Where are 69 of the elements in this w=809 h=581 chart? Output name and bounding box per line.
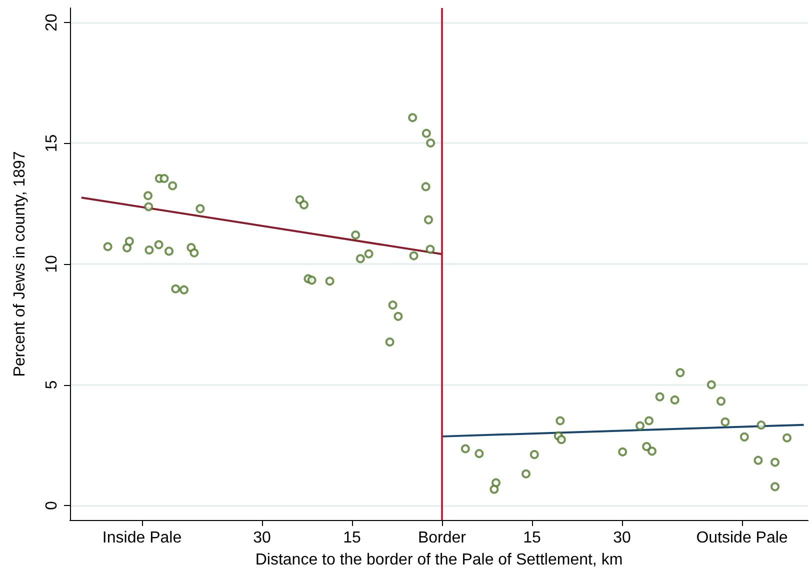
point <box>522 469 530 478</box>
point <box>618 447 628 456</box>
point <box>168 181 178 190</box>
point <box>351 230 360 240</box>
point <box>648 446 656 456</box>
point <box>474 449 484 458</box>
point <box>154 240 164 250</box>
point <box>492 478 500 488</box>
point <box>770 482 780 492</box>
point <box>706 380 716 390</box>
point <box>426 244 435 254</box>
point <box>364 249 374 258</box>
y-tick-label: 0 <box>44 500 60 510</box>
y-tick-label: 20 <box>44 13 60 32</box>
point <box>644 416 654 426</box>
point <box>144 191 152 200</box>
point <box>424 215 433 224</box>
point <box>408 113 418 122</box>
y-tick-label: 10 <box>44 255 60 273</box>
point <box>144 245 154 254</box>
point <box>409 251 418 260</box>
x-axis-title: Distance to the border of the Pale of Settlement, km <box>255 552 623 568</box>
x-tick-label: Border <box>418 530 467 546</box>
point <box>716 396 726 406</box>
point <box>388 300 398 310</box>
x-tick-label: 30 <box>613 530 631 546</box>
x-tick-label: 15 <box>523 530 541 546</box>
y-tick-label: 15 <box>44 134 60 152</box>
point <box>421 182 430 192</box>
point <box>160 174 169 184</box>
point <box>556 435 566 444</box>
point <box>356 254 365 264</box>
point <box>720 417 730 426</box>
point <box>307 276 316 285</box>
point <box>490 484 499 494</box>
point <box>103 242 112 252</box>
point <box>300 200 308 210</box>
point <box>756 420 766 430</box>
point <box>782 433 792 442</box>
point <box>122 243 132 252</box>
point <box>460 444 470 454</box>
point <box>670 395 680 404</box>
point <box>426 138 436 148</box>
point <box>394 312 403 321</box>
point <box>676 368 685 378</box>
point <box>144 202 154 212</box>
point <box>325 276 334 286</box>
point <box>385 338 394 347</box>
point <box>422 128 431 138</box>
x-tick-label: Inside Pale <box>102 530 182 546</box>
point <box>124 236 134 246</box>
point <box>655 392 664 402</box>
point <box>770 458 780 467</box>
point <box>196 204 205 214</box>
point <box>530 450 539 460</box>
y-axis-title: Percent of Jews in county, 1897 <box>12 151 28 377</box>
point <box>642 442 652 452</box>
point <box>740 432 749 442</box>
point <box>171 284 180 294</box>
point <box>190 248 199 258</box>
x-tick-label: 30 <box>253 530 271 546</box>
point <box>754 456 763 465</box>
x-tick-label: 15 <box>343 530 361 546</box>
point <box>164 246 174 256</box>
point <box>556 416 565 426</box>
x-tick-label: Outside Pale <box>696 530 788 546</box>
point <box>636 421 644 430</box>
y-tick-label: 5 <box>44 380 60 390</box>
point <box>180 285 188 294</box>
